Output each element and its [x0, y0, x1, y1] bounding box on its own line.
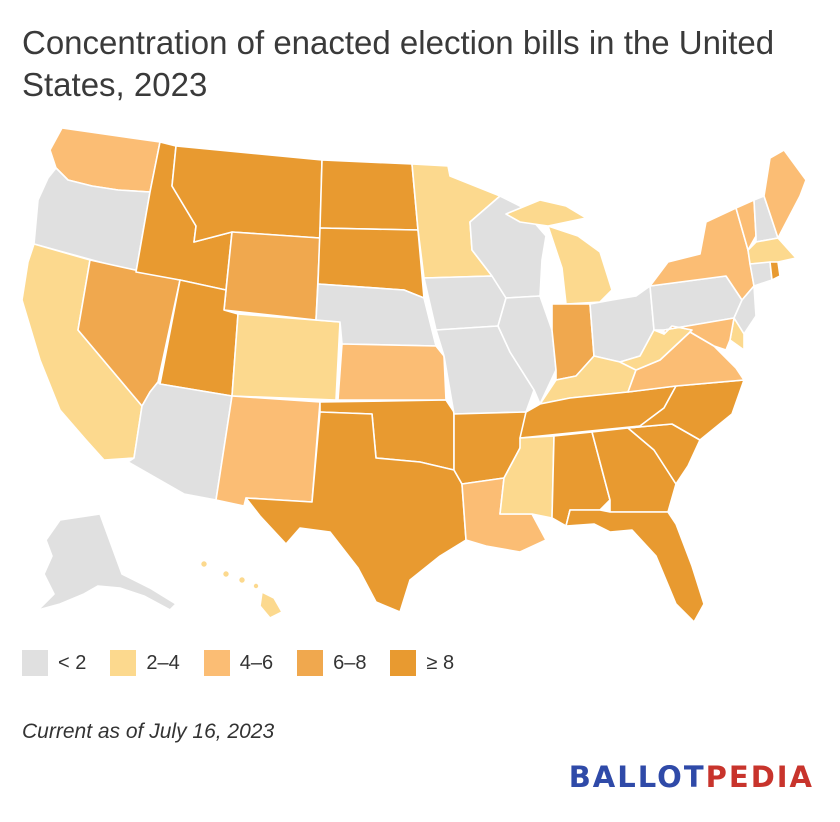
state-ND[interactable]: [319, 159, 419, 231]
legend-swatch: [110, 650, 137, 676]
legend-label: 2–4: [146, 651, 180, 674]
legend-item: ≥ 8: [390, 650, 454, 676]
map-legend: < 2 2–4 4–6 6–8 ≥ 8: [22, 648, 478, 678]
legend-swatch: [22, 650, 48, 676]
state-FL[interactable]: [565, 509, 705, 623]
state-TX[interactable]: [245, 411, 467, 613]
state-MI[interactable]: [547, 225, 613, 305]
logo-part2: PEDIA: [705, 760, 814, 794]
state-KS[interactable]: [337, 343, 447, 401]
logo-part1: BALLOT: [568, 760, 706, 794]
legend-swatch: [297, 650, 324, 676]
legend-item: < 2: [22, 650, 86, 676]
state-MA[interactable]: [747, 237, 797, 265]
legend-swatch: [390, 650, 417, 676]
legend-item: 6–8: [297, 650, 366, 676]
state-MI-UP[interactable]: [505, 199, 587, 227]
state-NM[interactable]: [215, 395, 321, 507]
state-NJ[interactable]: [733, 285, 757, 335]
legend-swatch: [203, 650, 230, 676]
ballotpedia-logo[interactable]: BALLOTPEDIA: [569, 760, 814, 794]
legend-item: 2–4: [110, 650, 180, 676]
state-IA[interactable]: [423, 275, 507, 331]
legend-label: 4–6: [239, 651, 274, 674]
state-AK[interactable]: [37, 513, 177, 611]
state-WY[interactable]: [223, 231, 321, 321]
state-CT[interactable]: [749, 261, 773, 287]
legend-label: < 2: [58, 651, 87, 674]
state-HI[interactable]: [199, 559, 283, 619]
state-RI[interactable]: [769, 261, 781, 281]
chart-title: Concentration of enacted election bills …: [22, 24, 775, 103]
legend-label: 6–8: [333, 651, 367, 674]
legend-item: 4–6: [203, 650, 274, 676]
state-NC[interactable]: [627, 379, 745, 441]
legend-label: ≥ 8: [426, 651, 455, 674]
state-CO[interactable]: [231, 313, 341, 401]
state-MD[interactable]: [663, 317, 735, 351]
footnote: Current as of July 16, 2023: [22, 720, 275, 743]
